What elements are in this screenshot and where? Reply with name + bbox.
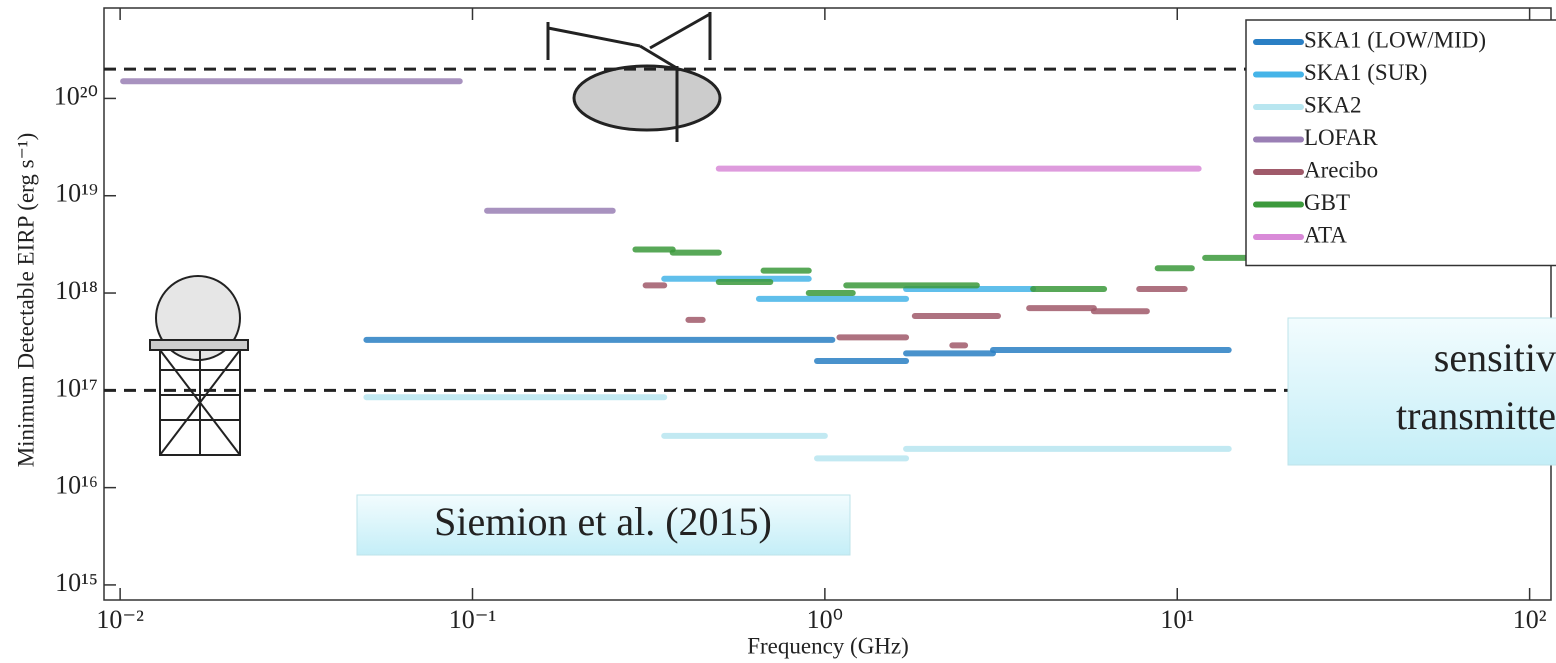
y-tick-label: 10¹⁸ bbox=[55, 276, 98, 305]
x-tick-label: 10⁻² bbox=[96, 605, 144, 634]
legend-label: SKA1 (SUR) bbox=[1304, 60, 1427, 85]
note-text: transmitte bbox=[1396, 393, 1556, 438]
y-tick-label: 10²⁰ bbox=[54, 81, 98, 110]
x-tick-label: 10⁻¹ bbox=[449, 605, 497, 634]
legend-label: GBT bbox=[1304, 190, 1350, 215]
y-axis-label: Minimum Detectable EIRP (erg s⁻¹) bbox=[13, 133, 38, 468]
x-tick-label: 10⁰ bbox=[807, 605, 843, 634]
legend-label: ATA bbox=[1304, 222, 1347, 247]
legend: SKA1 (LOW/MID) SKA1 (SUR) SKA2 LOFAR Arecibo… bbox=[1245, 19, 1556, 267]
plot-frame bbox=[103, 7, 1552, 601]
plot-area: 10⁻² 10⁻¹ 10⁰ 10¹ 10² 10¹⁵ 10¹⁶ 10¹⁷ 10¹⁸ 10¹⁹ 10²… bbox=[54, 8, 1556, 634]
telescope-illustration bbox=[546, 12, 722, 142]
y-tick-label: 10¹⁵ bbox=[55, 568, 98, 597]
legend-label: LOFAR bbox=[1304, 125, 1378, 150]
y-tick-label: 10¹⁹ bbox=[55, 179, 98, 208]
radome-illustration bbox=[149, 275, 249, 456]
note-box bbox=[1287, 317, 1556, 466]
x-tick-label: 10² bbox=[1513, 605, 1547, 634]
x-axis-label: Frequency (GHz) bbox=[747, 633, 909, 658]
x-tick-label: 10¹ bbox=[1160, 605, 1194, 634]
citation-box bbox=[356, 494, 851, 556]
legend-label: SKA1 (LOW/MID) bbox=[1304, 27, 1486, 52]
citation-text: Siemion et al. (2015) bbox=[434, 499, 772, 544]
legend-label: SKA2 bbox=[1304, 92, 1362, 117]
legend-label: Arecibo bbox=[1304, 157, 1378, 182]
legend-box bbox=[1245, 19, 1556, 267]
y-tick-label: 10¹⁷ bbox=[55, 373, 98, 402]
y-tick-label: 10¹⁶ bbox=[55, 471, 98, 500]
note-text: sensitiv bbox=[1434, 335, 1556, 380]
